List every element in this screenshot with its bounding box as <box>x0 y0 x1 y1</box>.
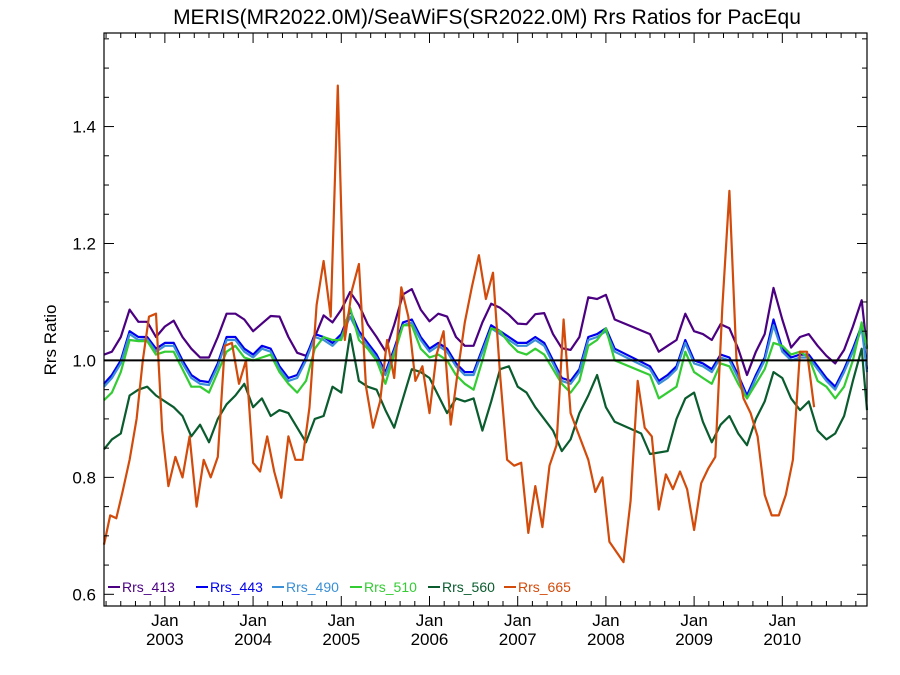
y-tick-label: 1.0 <box>72 351 96 370</box>
y-tick-label: 0.6 <box>72 585 96 604</box>
series-line-rrs-510 <box>103 306 869 401</box>
x-tick-label-month: Jan <box>680 611 707 630</box>
series-line-rrs-413 <box>103 286 869 377</box>
x-tick-label-year: 2006 <box>411 630 449 649</box>
x-tick-label-month: Jan <box>239 611 266 630</box>
legend-label: Rrs_665 <box>518 579 571 595</box>
plot-frame <box>103 32 868 607</box>
x-tick-label-month: Jan <box>328 611 355 630</box>
y-tick-label: 1.2 <box>72 234 96 253</box>
x-tick-label-month: Jan <box>769 611 796 630</box>
series-line-rrs-665 <box>102 84 816 564</box>
x-tick-label-month: Jan <box>151 611 178 630</box>
legend-label: Rrs_490 <box>286 579 339 595</box>
legend-label: Rrs_510 <box>364 579 417 595</box>
x-tick-label-month: Jan <box>416 611 443 630</box>
y-axis-label: Rrs Ratio <box>41 305 60 376</box>
x-tick-label-month: Jan <box>592 611 619 630</box>
y-tick-label: 0.8 <box>72 468 96 487</box>
legend: Rrs_413 Rrs_443 Rrs_490 Rrs_510 Rrs_560 Rrs_6… <box>108 579 571 595</box>
x-tick-label-year: 2008 <box>587 630 625 649</box>
x-tick-label-year: 2003 <box>146 630 184 649</box>
x-tick-label-year: 2007 <box>499 630 537 649</box>
x-tick-label-year: 2005 <box>322 630 360 649</box>
x-tick-label-year: 2010 <box>763 630 801 649</box>
chart-title: MERIS(MR2022.0M)/SeaWiFS(SR2022.0M) Rrs … <box>173 6 801 29</box>
y-tick-label: 1.4 <box>72 118 96 137</box>
x-tick-label-year: 2004 <box>234 630 272 649</box>
x-tick-label-month: Jan <box>504 611 531 630</box>
series-line-rrs-560 <box>103 333 869 456</box>
legend-label: Rrs_560 <box>442 579 495 595</box>
legend-label: Rrs_413 <box>122 579 175 595</box>
legend-label: Rrs_443 <box>210 579 263 595</box>
x-tick-label-year: 2009 <box>675 630 713 649</box>
